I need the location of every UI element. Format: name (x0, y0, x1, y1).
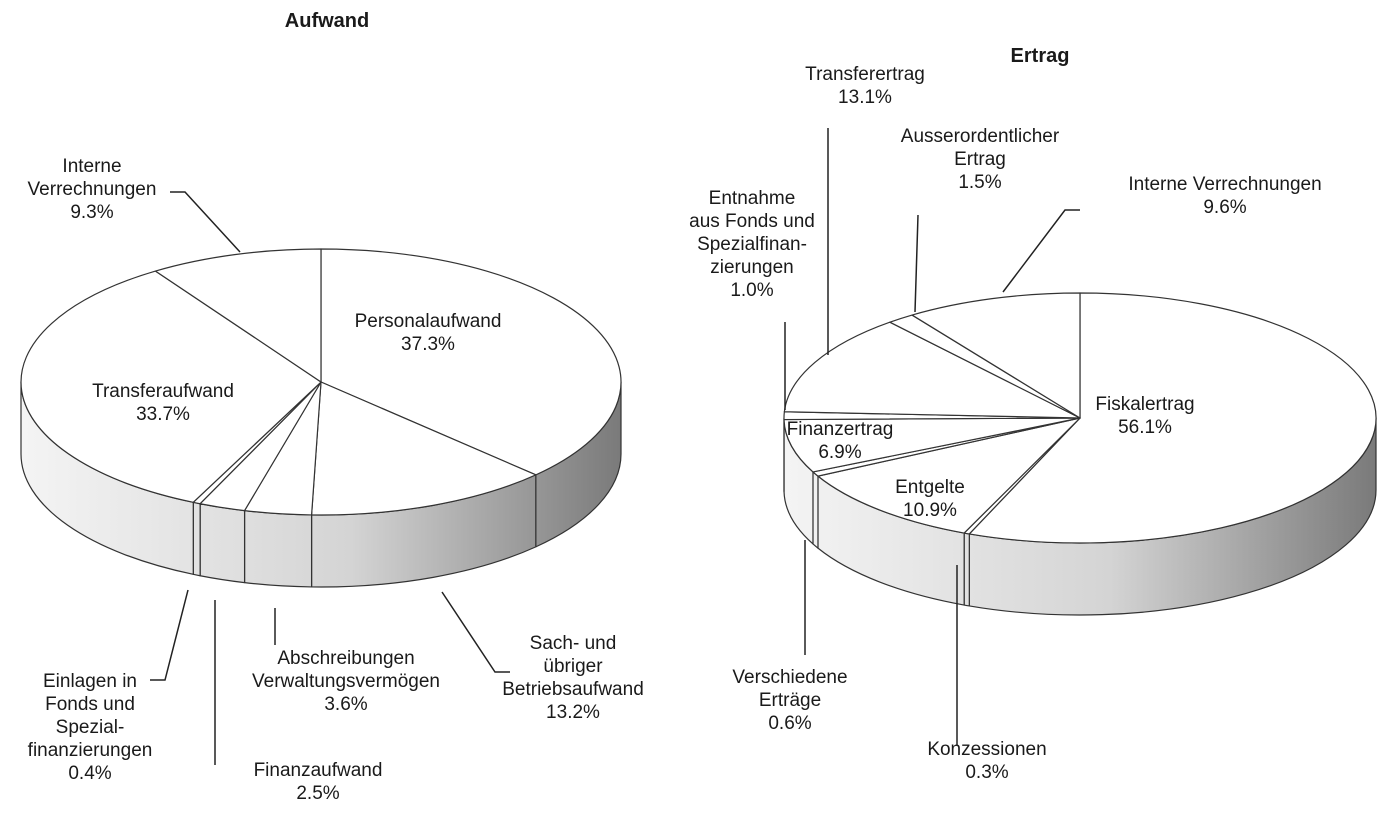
slice-value: 13.1% (838, 87, 892, 108)
pie-slice (783, 321, 1081, 419)
slice-value: 9.3% (70, 202, 114, 223)
slice-value: 0.4% (68, 763, 112, 784)
slice-value: 3.6% (324, 694, 368, 715)
slice-value: 2.5% (296, 783, 340, 804)
slice-category: Transferertrag (805, 64, 925, 85)
slice-value: 6.9% (818, 442, 862, 463)
slice-category: Einlagen in Fonds und Spezial- finanzier… (27, 671, 153, 761)
slice-category: Finanzertrag (786, 419, 894, 440)
slice-label: Entnahme aus Fonds und Spezialfinan- zie… (689, 187, 815, 302)
slice-category: Personalaufwand (354, 311, 502, 332)
slice-category: Ausserordentlicher Ertrag (900, 126, 1060, 170)
slice-category: Entgelte (895, 477, 965, 498)
slice-category: Transferaufwand (92, 381, 234, 402)
pie-slice (968, 292, 1377, 544)
slice-label: Abschreibungen Verwaltungsvermögen 3.6% (252, 647, 440, 716)
leader-line (170, 191, 241, 253)
slice-label: Sach- und übriger Betriebsaufwand 13.2% (502, 632, 644, 724)
slice-category: Interne Verrechnungen (27, 156, 157, 200)
slice-category: Interne Verrechnungen (1128, 174, 1322, 195)
slice-label: Verschiedene Erträge 0.6% (732, 666, 847, 735)
slice-label: Transferertrag 13.1% (805, 63, 925, 109)
slice-value: 1.5% (958, 172, 1002, 193)
pie-side (199, 503, 246, 584)
slice-value: 0.6% (768, 713, 812, 734)
slice-category: Konzessionen (927, 739, 1047, 760)
slice-category: Verschiedene Erträge (732, 667, 848, 711)
pie-side (963, 532, 970, 607)
slice-value: 9.6% (1203, 197, 1247, 218)
slice-label: Ausserordentlicher Ertrag 1.5% (901, 125, 1059, 194)
slice-value: 33.7% (136, 404, 190, 425)
slice-label: Finanzaufwand 2.5% (254, 759, 383, 805)
slice-label: Transferaufwand 33.7% (92, 380, 234, 426)
slice-label: Einlagen in Fonds und Spezial- finanzier… (28, 670, 153, 785)
pie-side (812, 471, 819, 549)
slice-category: Sach- und übriger Betriebsaufwand (502, 633, 644, 700)
pie-slice (783, 417, 1081, 473)
slice-category: Fiskalertrag (1095, 394, 1195, 415)
slice-value: 0.3% (965, 762, 1009, 783)
pie-side (243, 510, 313, 588)
pie-slice (310, 381, 537, 516)
slice-label: Finanzertrag 6.9% (787, 418, 894, 464)
chart-title: Ertrag (1010, 45, 1070, 67)
slice-value: 10.9% (903, 500, 957, 521)
pie-slice (911, 292, 1081, 419)
leader-line (914, 214, 919, 313)
pie-slice (817, 417, 1081, 534)
leader-line (1002, 209, 1080, 293)
pie-slice (20, 270, 322, 503)
slice-value: 37.3% (401, 334, 455, 355)
slice-value: 13.2% (546, 702, 600, 723)
chart-title: Aufwand (284, 10, 370, 32)
leader-line (150, 589, 189, 681)
slice-label: Interne Verrechnungen 9.3% (28, 155, 157, 224)
pie-slice (154, 248, 322, 383)
pie-slice (320, 248, 622, 476)
slice-label: Interne Verrechnungen 9.6% (1128, 173, 1321, 219)
slice-label: Fiskalertrag 56.1% (1095, 393, 1194, 439)
leader-line (441, 591, 510, 673)
slice-value: 1.0% (730, 280, 774, 301)
slice-label: Entgelte 10.9% (895, 476, 965, 522)
slice-label: Konzessionen 0.3% (927, 738, 1046, 784)
pie-side (192, 501, 201, 577)
slice-label: Personalaufwand 37.3% (355, 310, 502, 356)
slice-category: Finanzaufwand (253, 760, 383, 781)
slice-category: Abschreibungen Verwaltungsvermögen (252, 648, 440, 692)
slice-category: Entnahme aus Fonds und Spezialfinan- zie… (689, 188, 815, 278)
slice-value: 56.1% (1118, 417, 1172, 438)
